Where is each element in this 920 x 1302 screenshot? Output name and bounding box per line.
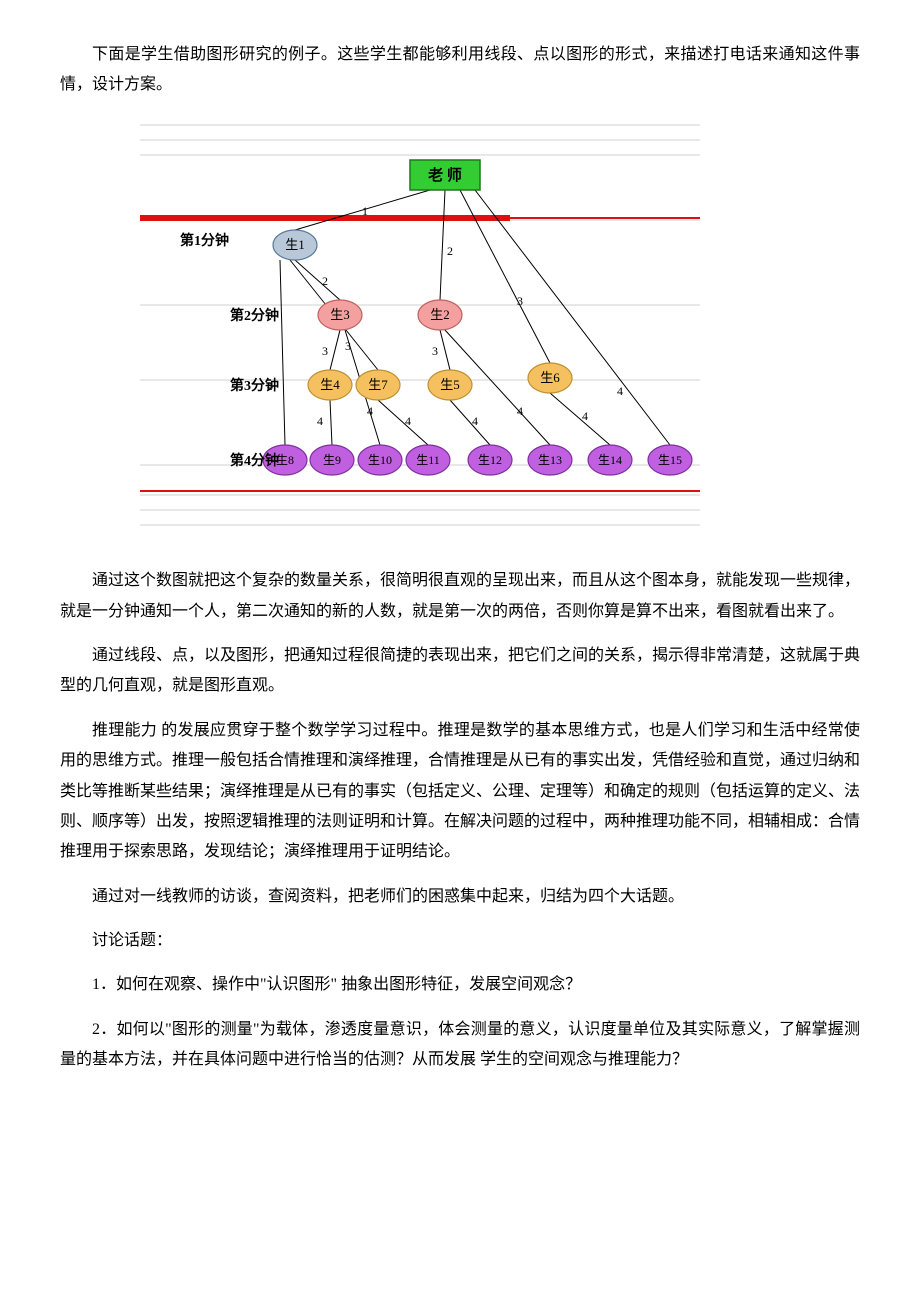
paragraph-4: 推理能力 的发展应贯穿于整个数学学习过程中。推理是数学的基本思维方式，也是人们学… (60, 716, 860, 868)
svg-text:生14: 生14 (598, 453, 622, 467)
svg-text:2: 2 (447, 244, 453, 258)
svg-text:老 师: 老 师 (427, 166, 462, 184)
svg-text:生9: 生9 (323, 453, 341, 467)
svg-text:生3: 生3 (330, 307, 350, 322)
svg-text:4: 4 (582, 409, 588, 423)
svg-text:生4: 生4 (320, 377, 340, 392)
paragraph-intro: 下面是学生借助图形研究的例子。这些学生都能够利用线段、点以图形的形式，来描述打电… (60, 40, 860, 101)
svg-text:第1分钟: 第1分钟 (180, 232, 229, 249)
svg-text:生13: 生13 (538, 453, 562, 467)
svg-text:4: 4 (317, 414, 323, 428)
tree-svg: 123423434344444老 师生1生3生2生4生7生5生6生8生9生10生… (130, 115, 710, 535)
svg-text:生5: 生5 (440, 377, 460, 392)
svg-text:3: 3 (517, 294, 523, 308)
paragraph-6: 讨论话题： (60, 926, 860, 956)
svg-text:4: 4 (367, 404, 373, 418)
svg-text:4: 4 (617, 384, 623, 398)
svg-text:生7: 生7 (368, 377, 388, 392)
svg-text:4: 4 (405, 414, 411, 428)
svg-text:生1: 生1 (285, 237, 305, 252)
svg-text:生11: 生11 (416, 453, 440, 467)
paragraph-3: 通过线段、点，以及图形，把通知过程很简捷的表现出来，把它们之间的关系，揭示得非常… (60, 641, 860, 702)
svg-text:4: 4 (472, 414, 478, 428)
svg-text:生10: 生10 (368, 453, 392, 467)
svg-text:2: 2 (322, 274, 328, 288)
svg-text:第2分钟: 第2分钟 (230, 307, 279, 324)
svg-text:生15: 生15 (658, 453, 682, 467)
svg-text:3: 3 (322, 344, 328, 358)
svg-text:3: 3 (432, 344, 438, 358)
svg-text:生2: 生2 (430, 307, 450, 322)
svg-text:第3分钟: 第3分钟 (230, 377, 279, 394)
svg-text:生6: 生6 (540, 370, 560, 385)
paragraph-8: 2．如何以"图形的测量"为载体，渗透度量意识，体会测量的意义，认识度量单位及其实… (60, 1015, 860, 1076)
svg-text:生12: 生12 (478, 453, 502, 467)
svg-text:第4分钟: 第4分钟 (230, 452, 279, 469)
paragraph-7: 1．如何在观察、操作中"认识图形" 抽象出图形特征，发展空间观念？ (60, 970, 860, 1000)
svg-text:4: 4 (517, 404, 523, 418)
paragraph-2: 通过这个数图就把这个复杂的数量关系，很简明很直观的呈现出来，而且从这个图本身，就… (60, 566, 860, 627)
paragraph-5: 通过对一线教师的访谈，查阅资料，把老师们的困惑集中起来，归结为四个大话题。 (60, 882, 860, 912)
tree-diagram: 123423434344444老 师生1生3生2生4生7生5生6生8生9生10生… (130, 115, 860, 546)
svg-text:1: 1 (362, 204, 368, 218)
